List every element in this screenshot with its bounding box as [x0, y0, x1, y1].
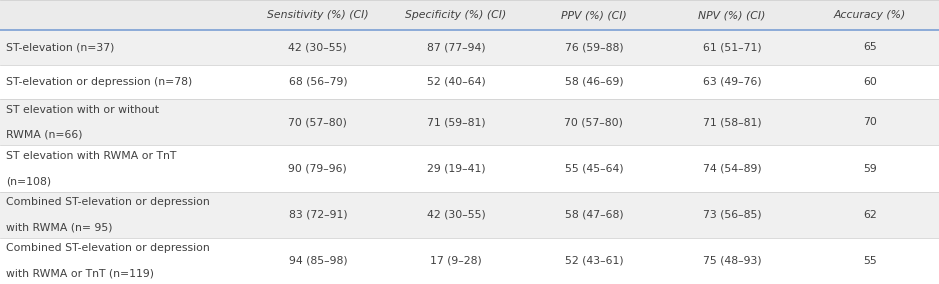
Text: 55: 55 — [863, 256, 877, 266]
Text: Combined ST-elevation or depression: Combined ST-elevation or depression — [6, 197, 209, 207]
Text: 62: 62 — [863, 210, 877, 220]
Bar — [0, 238, 939, 284]
Text: Sensitivity (%) (CI): Sensitivity (%) (CI) — [267, 10, 369, 20]
Bar — [0, 192, 939, 238]
Bar — [0, 0, 939, 30]
Text: 60: 60 — [863, 77, 877, 87]
Text: 29 (19–41): 29 (19–41) — [426, 164, 485, 174]
Text: 90 (79–96): 90 (79–96) — [288, 164, 347, 174]
Text: 76 (59–88): 76 (59–88) — [564, 42, 623, 52]
Text: 70 (57–80): 70 (57–80) — [288, 117, 347, 127]
Text: 74 (54–89): 74 (54–89) — [702, 164, 762, 174]
Text: 70 (57–80): 70 (57–80) — [564, 117, 623, 127]
Text: 87 (77–94): 87 (77–94) — [426, 42, 485, 52]
Text: 42 (30–55): 42 (30–55) — [426, 210, 485, 220]
Text: Specificity (%) (CI): Specificity (%) (CI) — [406, 10, 506, 20]
Text: 17 (9–28): 17 (9–28) — [430, 256, 482, 266]
Bar — [0, 65, 939, 99]
Text: 68 (56–79): 68 (56–79) — [288, 77, 347, 87]
Text: 58 (47–68): 58 (47–68) — [564, 210, 623, 220]
Text: 65: 65 — [863, 42, 877, 52]
Text: ST elevation with or without: ST elevation with or without — [6, 105, 159, 115]
Text: 52 (40–64): 52 (40–64) — [426, 77, 485, 87]
Text: 70: 70 — [863, 117, 877, 127]
Text: 83 (72–91): 83 (72–91) — [288, 210, 347, 220]
Text: with RWMA or TnT (n=119): with RWMA or TnT (n=119) — [6, 268, 154, 278]
Text: 71 (59–81): 71 (59–81) — [426, 117, 485, 127]
Text: Combined ST-elevation or depression: Combined ST-elevation or depression — [6, 243, 209, 253]
Text: 61 (51–71): 61 (51–71) — [702, 42, 762, 52]
Text: ST-elevation (n=37): ST-elevation (n=37) — [6, 42, 114, 52]
Text: (n=108): (n=108) — [6, 176, 51, 186]
Text: RWMA (n=66): RWMA (n=66) — [6, 130, 82, 140]
Text: with RWMA (n= 95): with RWMA (n= 95) — [6, 222, 112, 232]
Bar — [0, 30, 939, 65]
Text: ST elevation with RWMA or TnT: ST elevation with RWMA or TnT — [6, 151, 176, 161]
Text: 71 (58–81): 71 (58–81) — [702, 117, 762, 127]
Text: ST-elevation or depression (n=78): ST-elevation or depression (n=78) — [6, 77, 192, 87]
Text: 73 (56–85): 73 (56–85) — [702, 210, 762, 220]
Text: PPV (%) (CI): PPV (%) (CI) — [561, 10, 627, 20]
Text: 58 (46–69): 58 (46–69) — [564, 77, 623, 87]
Bar — [0, 145, 939, 192]
Text: 94 (85–98): 94 (85–98) — [288, 256, 347, 266]
Bar — [0, 99, 939, 145]
Text: 63 (49–76): 63 (49–76) — [702, 77, 762, 87]
Text: 75 (48–93): 75 (48–93) — [702, 256, 762, 266]
Text: NPV (%) (CI): NPV (%) (CI) — [699, 10, 765, 20]
Text: 59: 59 — [863, 164, 877, 174]
Text: 52 (43–61): 52 (43–61) — [564, 256, 623, 266]
Text: Accuracy (%): Accuracy (%) — [834, 10, 906, 20]
Text: 42 (30–55): 42 (30–55) — [288, 42, 347, 52]
Text: 55 (45–64): 55 (45–64) — [564, 164, 623, 174]
